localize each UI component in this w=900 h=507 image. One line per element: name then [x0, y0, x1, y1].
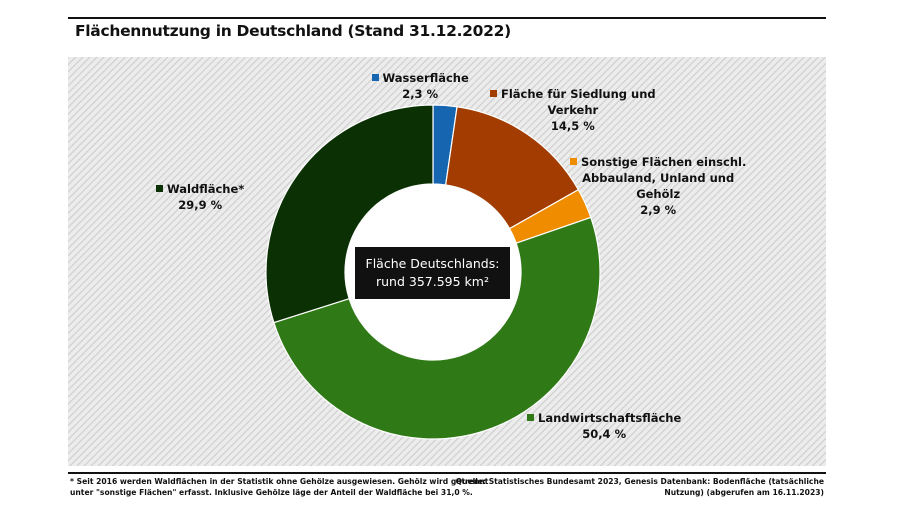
slice-value-1: 14,5 % — [550, 119, 595, 133]
footnote-line1: * Seit 2016 werden Waldflächen in der St… — [70, 477, 489, 486]
slice-label-1-line-0: Fläche für Siedlung und — [490, 86, 656, 102]
slice-label-3-line-0: Landwirtschaftsfläche — [527, 410, 681, 426]
legend-swatch-4 — [156, 185, 163, 192]
slice-label-1-line-1: Verkehr — [547, 103, 599, 117]
slice-value-0: 2,3 % — [402, 87, 439, 101]
legend-swatch-2 — [570, 158, 577, 165]
center-label-line1: Fläche Deutschlands: — [365, 256, 500, 271]
source-line2: Nutzung) (abgerufen am 16.11.2023) — [664, 488, 824, 497]
legend-swatch-3 — [527, 414, 534, 421]
slice-label-2-line-2: Gehölz — [636, 187, 681, 201]
slice-label-0: Wasserfläche 2,3 % — [371, 70, 469, 102]
center-label: Fläche Deutschlands: rund 357.595 km² — [355, 247, 510, 299]
center-label-line2: rund 357.595 km² — [376, 274, 489, 289]
slice-label-4: Waldfläche* 29,9 % — [156, 181, 244, 213]
top-rule — [68, 17, 826, 19]
slice-value-2: 2,9 % — [640, 203, 677, 217]
donut-slice-3 — [273, 216, 601, 440]
source-note: Quelle: Statistisches Bundesamt 2023, Ge… — [456, 476, 824, 498]
slice-label-4-line-0: Waldfläche* — [156, 181, 244, 197]
chart-title: Flächennutzung in Deutschland (Stand 31.… — [75, 22, 511, 40]
legend-swatch-1 — [490, 90, 497, 97]
footnote: * Seit 2016 werden Waldflächen in der St… — [70, 476, 488, 498]
donut-slice-4 — [265, 104, 434, 324]
slice-value-4: 29,9 % — [178, 198, 223, 212]
source-line1: Quelle: Statistisches Bundesamt 2023, Ge… — [455, 477, 824, 486]
slice-value-3: 50,4 % — [582, 427, 627, 441]
footnote-line2: unter "sonstige Flächen" erfasst. Inklus… — [70, 488, 473, 497]
slice-label-3: Landwirtschaftsfläche 50,4 % — [527, 410, 681, 442]
slice-label-0-line-0: Wasserfläche — [371, 70, 469, 86]
slice-label-2-line-1: Abbauland, Unland und — [582, 171, 735, 185]
slice-label-2: Sonstige Flächen einschl. Abbauland, Unla… — [570, 154, 746, 218]
slice-label-2-line-0: Sonstige Flächen einschl. — [570, 154, 746, 170]
chart-plot-area — [68, 57, 826, 466]
legend-swatch-0 — [371, 74, 379, 81]
bottom-rule — [68, 472, 826, 474]
slice-label-1: Fläche für Siedlung und Verkehr 14,5 % — [490, 86, 656, 134]
